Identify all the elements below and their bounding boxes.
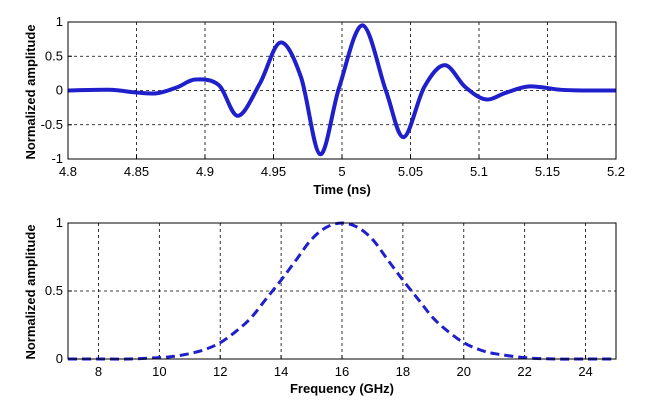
x-tick-label: 8 xyxy=(95,364,102,379)
x-tick-label: 14 xyxy=(274,364,288,379)
x-tick-label: 10 xyxy=(152,364,166,379)
x-tick-labels: 8 10 12 14 16 18 20 22 24 xyxy=(95,364,593,379)
x-tick-label: 22 xyxy=(517,364,531,379)
x-tick-label: 5 xyxy=(338,164,345,179)
x-tick-label: 4.95 xyxy=(261,164,286,179)
series-line xyxy=(67,23,617,157)
y-tick-label: -0.5 xyxy=(41,117,63,132)
frequency-domain-plot: 8 10 12 14 16 18 20 22 24 00.51 Frequency (GHz) … xyxy=(23,215,617,396)
x-tick-label: 24 xyxy=(578,364,592,379)
x-tick-label: 5.15 xyxy=(535,164,560,179)
x-tick-label: 4.9 xyxy=(196,164,214,179)
x-tick-label: 5.05 xyxy=(398,164,423,179)
x-axis-label: Time (ns) xyxy=(313,182,371,197)
y-axis-label: Normalized amplitude xyxy=(23,24,38,159)
x-tick-label: 12 xyxy=(213,364,227,379)
y-tick-label: 1 xyxy=(56,14,63,29)
x-axis-label: Frequency (GHz) xyxy=(290,381,394,396)
x-tick-label: 20 xyxy=(457,364,471,379)
y-tick-label: 1 xyxy=(56,215,63,230)
y-tick-label: 0 xyxy=(56,351,63,366)
y-tick-labels: -1 -0.5 0 0.5 1 xyxy=(41,14,63,166)
y-tick-label: 0.5 xyxy=(45,283,63,298)
x-tick-labels: 4.8 4.85 4.9 4.95 5 5.05 5.1 5.15 5.2 xyxy=(59,164,625,179)
x-tick-label: 18 xyxy=(396,364,410,379)
y-tick-label: -1 xyxy=(51,151,63,166)
plot-frame xyxy=(67,21,617,160)
x-tick-label: 16 xyxy=(335,364,349,379)
x-tick-label: 4.8 xyxy=(59,164,77,179)
x-tick-label: 4.85 xyxy=(124,164,149,179)
plot-frame xyxy=(67,222,617,360)
y-tick-label: 0.5 xyxy=(45,48,63,63)
time-domain-plot: 4.8 4.85 4.9 4.95 5 5.05 5.1 5.15 5.2 -1 -0.5 0 0.5… xyxy=(23,14,625,197)
y-tick-label: 0 xyxy=(56,83,63,98)
series-layer xyxy=(68,221,616,361)
x-tick-label: 5.2 xyxy=(607,164,625,179)
series-line xyxy=(68,221,616,361)
series-layer xyxy=(67,23,617,157)
x-tick-label: 5.1 xyxy=(470,164,488,179)
y-tick-labels: 00.51 xyxy=(45,215,63,366)
y-axis-label: Normalized amplitude xyxy=(23,224,38,359)
